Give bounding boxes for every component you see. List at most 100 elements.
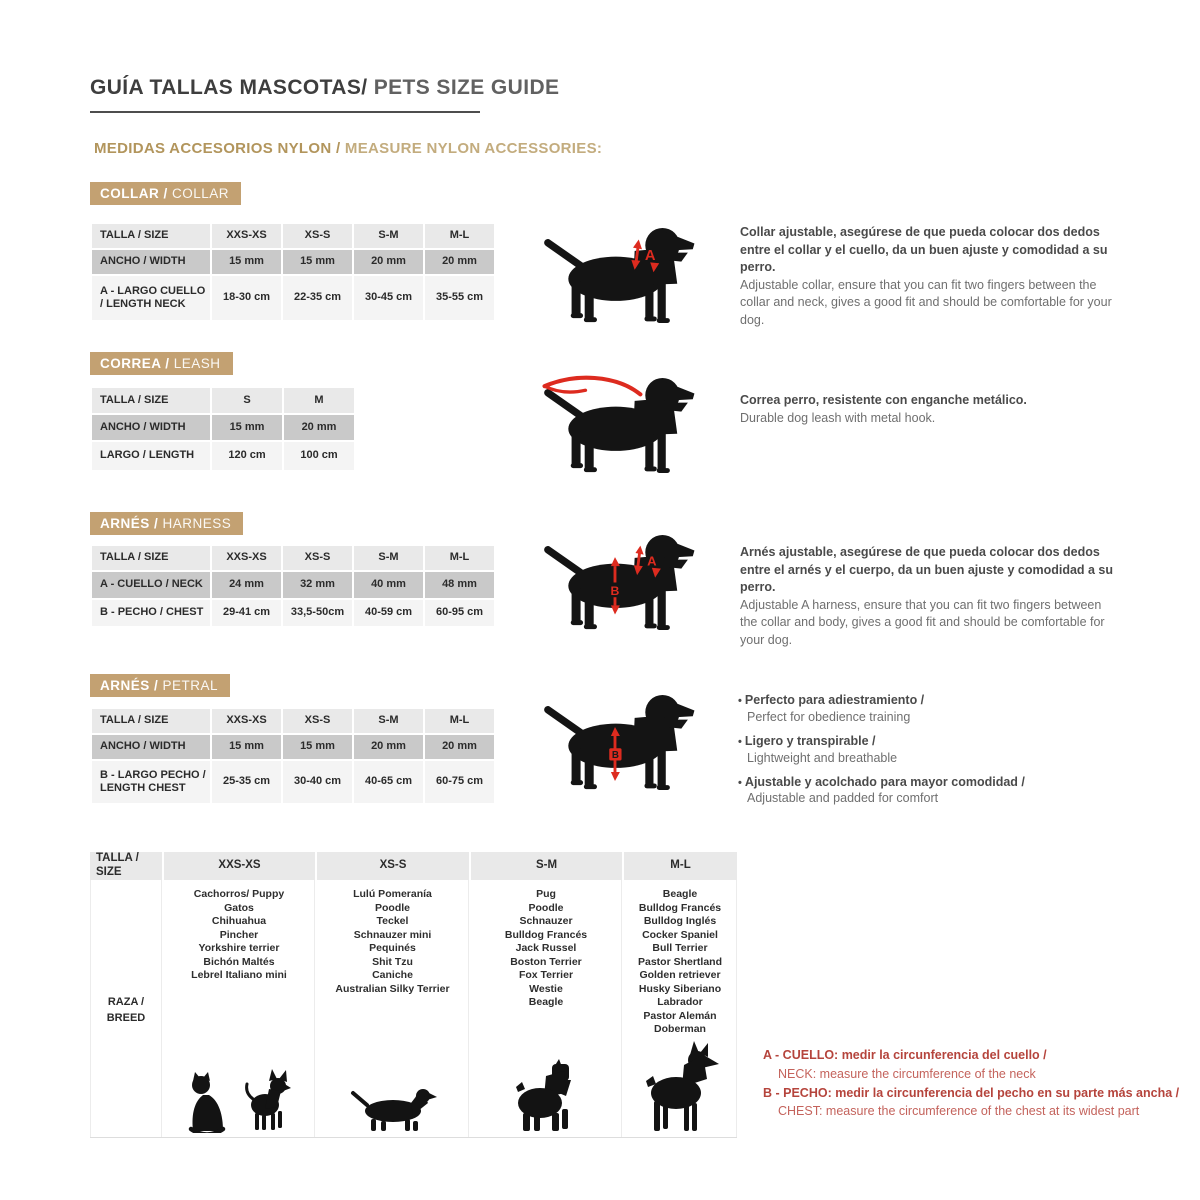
breed-item: Chihuahua [211,915,267,927]
petral-bullet-es: Ajustable y acolchado para mayor comodid… [738,774,1120,791]
breed-item: Bulldog Francés [504,928,588,941]
harness-neck-value: 48 mm [425,572,494,598]
breed-row-label-text: RAZA / BREED [106,996,146,1024]
collar-badge-es: COLLAR / [100,186,172,201]
collar-badge-en: COLLAR [172,186,230,201]
breed-header-s-m: S-M [471,852,622,880]
collar-description: Collar ajustable, asegúrese de que pueda… [740,224,1120,329]
petral-bullet-en: Adjustable and padded for comfort [747,791,939,806]
measurement-footnote: A - CUELLO: medir la circunferencia del … [763,1046,1179,1121]
petral-bullet: Ajustable y acolchado para mayor comodid… [738,774,1120,808]
petral-size-value: XXS-XS [212,709,281,733]
harness-marker-a: A [647,553,657,568]
breed-size-table: TALLA / SIZE XXS-XS XS-S S-M M-L RAZA / … [90,852,737,1138]
petral-bullets: Perfecto para adiestramiento / Perfect f… [738,692,1120,814]
footnote-b-en: CHEST: measure the circumference of the … [778,1104,1140,1119]
petral-bullet-es: Ligero y transpirable / [738,733,1120,750]
leash-badge-es: CORREA / [100,356,174,371]
collar-marker-a: A [645,248,656,264]
collar-size-value: S-M [354,224,423,248]
petral-badge-es: ARNÉS / [100,678,163,693]
breed-item: Pastor Alemán [643,1009,717,1022]
breed-item: Poodle [374,901,410,914]
leash-desc-en: Durable dog leash with metal hook. [740,410,936,425]
collar-neck-value: 22-35 cm [283,276,352,320]
collar-width-value: 15 mm [212,250,281,274]
breed-table-body: RAZA / BREED Cachorros/ Puppy Gatos Chihua… [90,880,737,1138]
harness-neck-value: 32 mm [283,572,352,598]
harness-chest-value: 33,5-50cm [283,600,352,626]
breed-item: Jack Russel [515,942,577,954]
petral-chest-value: 40-65 cm [354,761,423,803]
petral-width-value: 15 mm [283,735,352,759]
breed-item: Westie [529,982,563,995]
breed-item: Shit Tzu [372,955,413,968]
page-subtitle-en: MEASURE NYLON ACCESSORIES: [344,140,603,157]
breed-item: Golden retriever [639,969,721,981]
petral-chest-value: 30-40 cm [283,761,352,803]
petral-width-value: 15 mm [212,735,281,759]
collar-size-table: TALLA / SIZE XXS-XS XS-S S-M M-L ANCHO /… [92,224,494,320]
silhouettes-xxs-xs [187,1069,291,1133]
harness-chest-value: 60-95 cm [425,600,494,626]
breed-item: Caniche [372,969,413,981]
leash-length-value: 120 cm [212,442,282,470]
schnauzer-silhouette-icon [516,1059,571,1131]
leash-desc-es: Correa perro, resistente con enganche me… [740,393,1027,407]
collar-neck-value: 18-30 cm [212,276,281,320]
silhouettes-xs-s [349,1081,437,1133]
petral-size-table: TALLA / SIZE XXS-XS XS-S S-M M-L ANCHO /… [92,709,494,803]
breed-header-xxs-xs: XXS-XS [164,852,315,880]
breed-item: Cocker Spaniel [642,928,718,941]
petral-width-value: 20 mm [354,735,423,759]
leash-width-value: 20 mm [284,415,354,440]
leash-length-value: 100 cm [284,442,354,470]
breed-item: Cachorros/ Puppy [193,888,285,900]
breed-list-s-m: Pug Poodle Schnauzer Bulldog Francés Jack Ru… [505,888,587,1010]
harness-size-value: XS-S [283,546,352,570]
cat-silhouette-icon [188,1072,226,1133]
petral-bullet: Ligero y transpirable / Lightweight and … [738,733,1120,767]
collar-width-value: 20 mm [425,250,494,274]
footnote-a-en: NECK: measure the circumference of the n… [778,1066,1036,1081]
breed-header-m-l: M-L [624,852,737,880]
collar-desc-es: Collar ajustable, asegúrese de que pueda… [740,225,1108,274]
harness-badge-en: HARNESS [162,516,232,531]
petral-dog-diagram-icon: B [538,685,710,800]
collar-size-value: XS-S [283,224,352,248]
leash-dog-diagram-icon [542,368,710,483]
breed-item: Gatos [224,901,254,914]
collar-desc-en: Adjustable collar, ensure that you can f… [740,277,1112,327]
breed-item: Lulú Pomeranía [353,888,432,900]
petral-badge-en: PETRAL [162,678,219,693]
petral-size-value: XS-S [283,709,352,733]
breed-list-m-l: Beagle Bulldog Francés Bulldog Inglés Cocke… [638,888,722,1037]
page-subtitle: MEDIDAS ACCESORIOS NYLON / MEASURE NYLON… [94,140,602,157]
petral-chest-value: 60-75 cm [425,761,494,803]
harness-row-size-label: TALLA / SIZE [92,546,210,570]
harness-desc-es: Arnés ajustable, asegúrese de que pueda … [740,545,1114,594]
doberman-silhouette-icon [646,1041,719,1131]
collar-size-value: M-L [425,224,494,248]
harness-size-value: S-M [354,546,423,570]
breed-header-xs-s: XS-S [317,852,469,880]
petral-row-chest-label: B - LARGO PECHO / LENGTH CHEST [92,761,210,803]
collar-row-width-label: ANCHO / WIDTH [92,250,210,274]
leash-badge-en: LEASH [173,356,221,371]
breed-item: Australian Silky Terrier [335,982,450,995]
petral-badge: ARNÉS / PETRAL [90,674,231,697]
breed-item: Pastor Shertland [637,955,723,968]
chihuahua-silhouette-icon [245,1069,291,1130]
harness-chest-value: 29-41 cm [212,600,281,626]
page-title-es: GUÍA TALLAS MASCOTAS/ [90,76,368,99]
leash-size-table: TALLA / SIZE S M ANCHO / WIDTH 15 mm 20 … [92,388,354,470]
collar-badge: COLLAR / COLLAR [90,182,242,205]
breed-item: Schnauzer [519,915,573,927]
breed-item: Pincher [219,928,259,941]
harness-badge: ARNÉS / HARNESS [90,512,244,535]
petral-row-width-label: ANCHO / WIDTH [92,735,210,759]
collar-row-size-label: TALLA / SIZE [92,224,210,248]
petral-chest-value: 25-35 cm [212,761,281,803]
breed-item: Lebrel Italiano mini [191,969,287,981]
